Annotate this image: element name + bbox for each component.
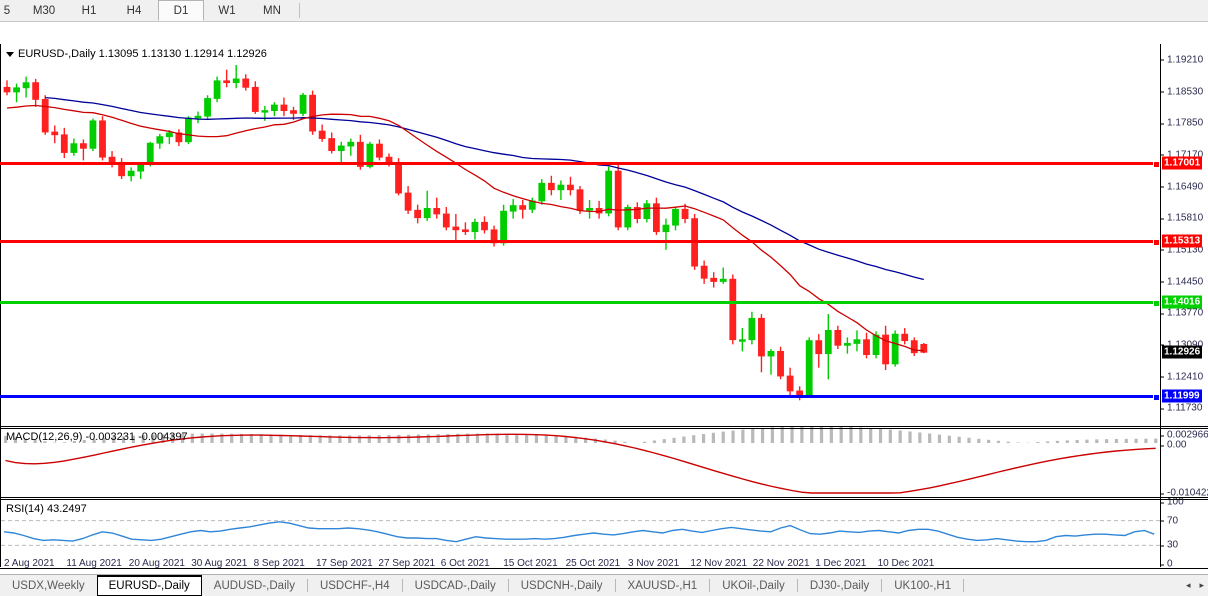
chart-tab-eurusd--daily[interactable]: EURUSD-,Daily — [97, 575, 202, 596]
price-tick: 1.13770 — [1161, 308, 1203, 319]
chart-legend: EURUSD-,Daily 1.13095 1.13130 1.12914 1.… — [6, 48, 267, 60]
chart-tab-usdchf--h4[interactable]: USDCHF-,H4 — [308, 575, 402, 596]
macd-legend: MACD(12,26,9) -0.003231 -0.004397 — [6, 431, 188, 443]
tab-scroll-controls[interactable]: ◂ ▸ — [1186, 575, 1204, 596]
level-line-pivot[interactable] — [0, 301, 1160, 304]
chart-tab-xauusd--h1[interactable]: XAUUSD-,H1 — [616, 575, 710, 596]
macd-pane-top — [0, 428, 1208, 429]
macd-tick: 0.00 — [1161, 440, 1186, 451]
level-line-support[interactable] — [0, 395, 1160, 398]
price-tick: 1.19210 — [1161, 54, 1203, 65]
price-tag-1.15313[interactable]: 1.15313 — [1162, 235, 1202, 248]
chart-tab-ukoil--daily[interactable]: UKOil-,Daily — [710, 575, 797, 596]
rsi-legend: RSI(14) 43.2497 — [6, 503, 87, 515]
price-tick: 1.16490 — [1161, 181, 1203, 192]
price-tag-1.12926[interactable]: 1.12926 — [1162, 346, 1202, 359]
chart-tab-usdcad--daily[interactable]: USDCAD-,Daily — [403, 575, 508, 596]
timeframe-5[interactable]: 5 — [0, 0, 22, 21]
price-tag-1.11999[interactable]: 1.11999 — [1162, 389, 1202, 402]
price-tick: 1.17850 — [1161, 118, 1203, 129]
timeframe-h4[interactable]: H4 — [112, 0, 157, 21]
chart-tab-audusd--daily[interactable]: AUDUSD-,Daily — [202, 575, 307, 596]
price-tick: 1.15810 — [1161, 213, 1203, 224]
price-tick: 1.12410 — [1161, 371, 1203, 382]
level-handle[interactable] — [1153, 300, 1160, 307]
level-handle[interactable] — [1153, 394, 1160, 401]
rsi-tick: 30 — [1161, 540, 1178, 551]
level-handle[interactable] — [1153, 161, 1160, 168]
timeframe-m30[interactable]: M30 — [22, 0, 67, 21]
chart-tab-dj30--daily[interactable]: DJ30-,Daily — [798, 575, 881, 596]
level-line-resistance-1[interactable] — [0, 162, 1160, 165]
tab-divider — [963, 579, 964, 592]
chart-tab-usdx-weekly[interactable]: USDX,Weekly — [0, 575, 97, 596]
rsi-tick: 70 — [1161, 515, 1178, 526]
price-chart-canvas[interactable] — [0, 44, 1161, 567]
price-tick: 1.18530 — [1161, 86, 1203, 97]
chart-frame: EURUSD-,Daily 1.13095 1.13130 1.12914 1.… — [0, 22, 1208, 574]
timeframe-d1[interactable]: D1 — [158, 0, 204, 21]
toolbar-divider — [299, 3, 300, 18]
timeframe-w1[interactable]: W1 — [205, 0, 250, 21]
level-handle[interactable] — [1153, 239, 1160, 246]
chart-tab-usdcnh--daily[interactable]: USDCNH-,Daily — [509, 575, 615, 596]
scroll-right-icon[interactable]: ▸ — [1199, 580, 1204, 591]
price-tag-1.14016[interactable]: 1.14016 — [1162, 295, 1202, 308]
collapse-chevron-icon[interactable] — [6, 52, 14, 57]
price-tick: 1.14450 — [1161, 276, 1203, 287]
chart-tab-uk100--h1[interactable]: UK100-,H1 — [882, 575, 963, 596]
timeframe-mn[interactable]: MN — [250, 0, 295, 21]
timeframe-h1[interactable]: H1 — [67, 0, 112, 21]
rsi-pane-top — [0, 499, 1208, 500]
scroll-left-icon[interactable]: ◂ — [1186, 580, 1191, 591]
price-svg — [1, 44, 1161, 567]
rsi-bottom-separator — [0, 568, 1208, 569]
price-macd-separator — [0, 426, 1208, 427]
macd-rsi-separator — [0, 497, 1208, 498]
price-tick: 1.11730 — [1161, 403, 1202, 414]
chart-legend-text: EURUSD-,Daily 1.13095 1.13130 1.12914 1.… — [18, 48, 267, 60]
price-tag-1.17001[interactable]: 1.17001 — [1162, 156, 1202, 169]
level-line-resistance-2[interactable] — [0, 240, 1160, 243]
